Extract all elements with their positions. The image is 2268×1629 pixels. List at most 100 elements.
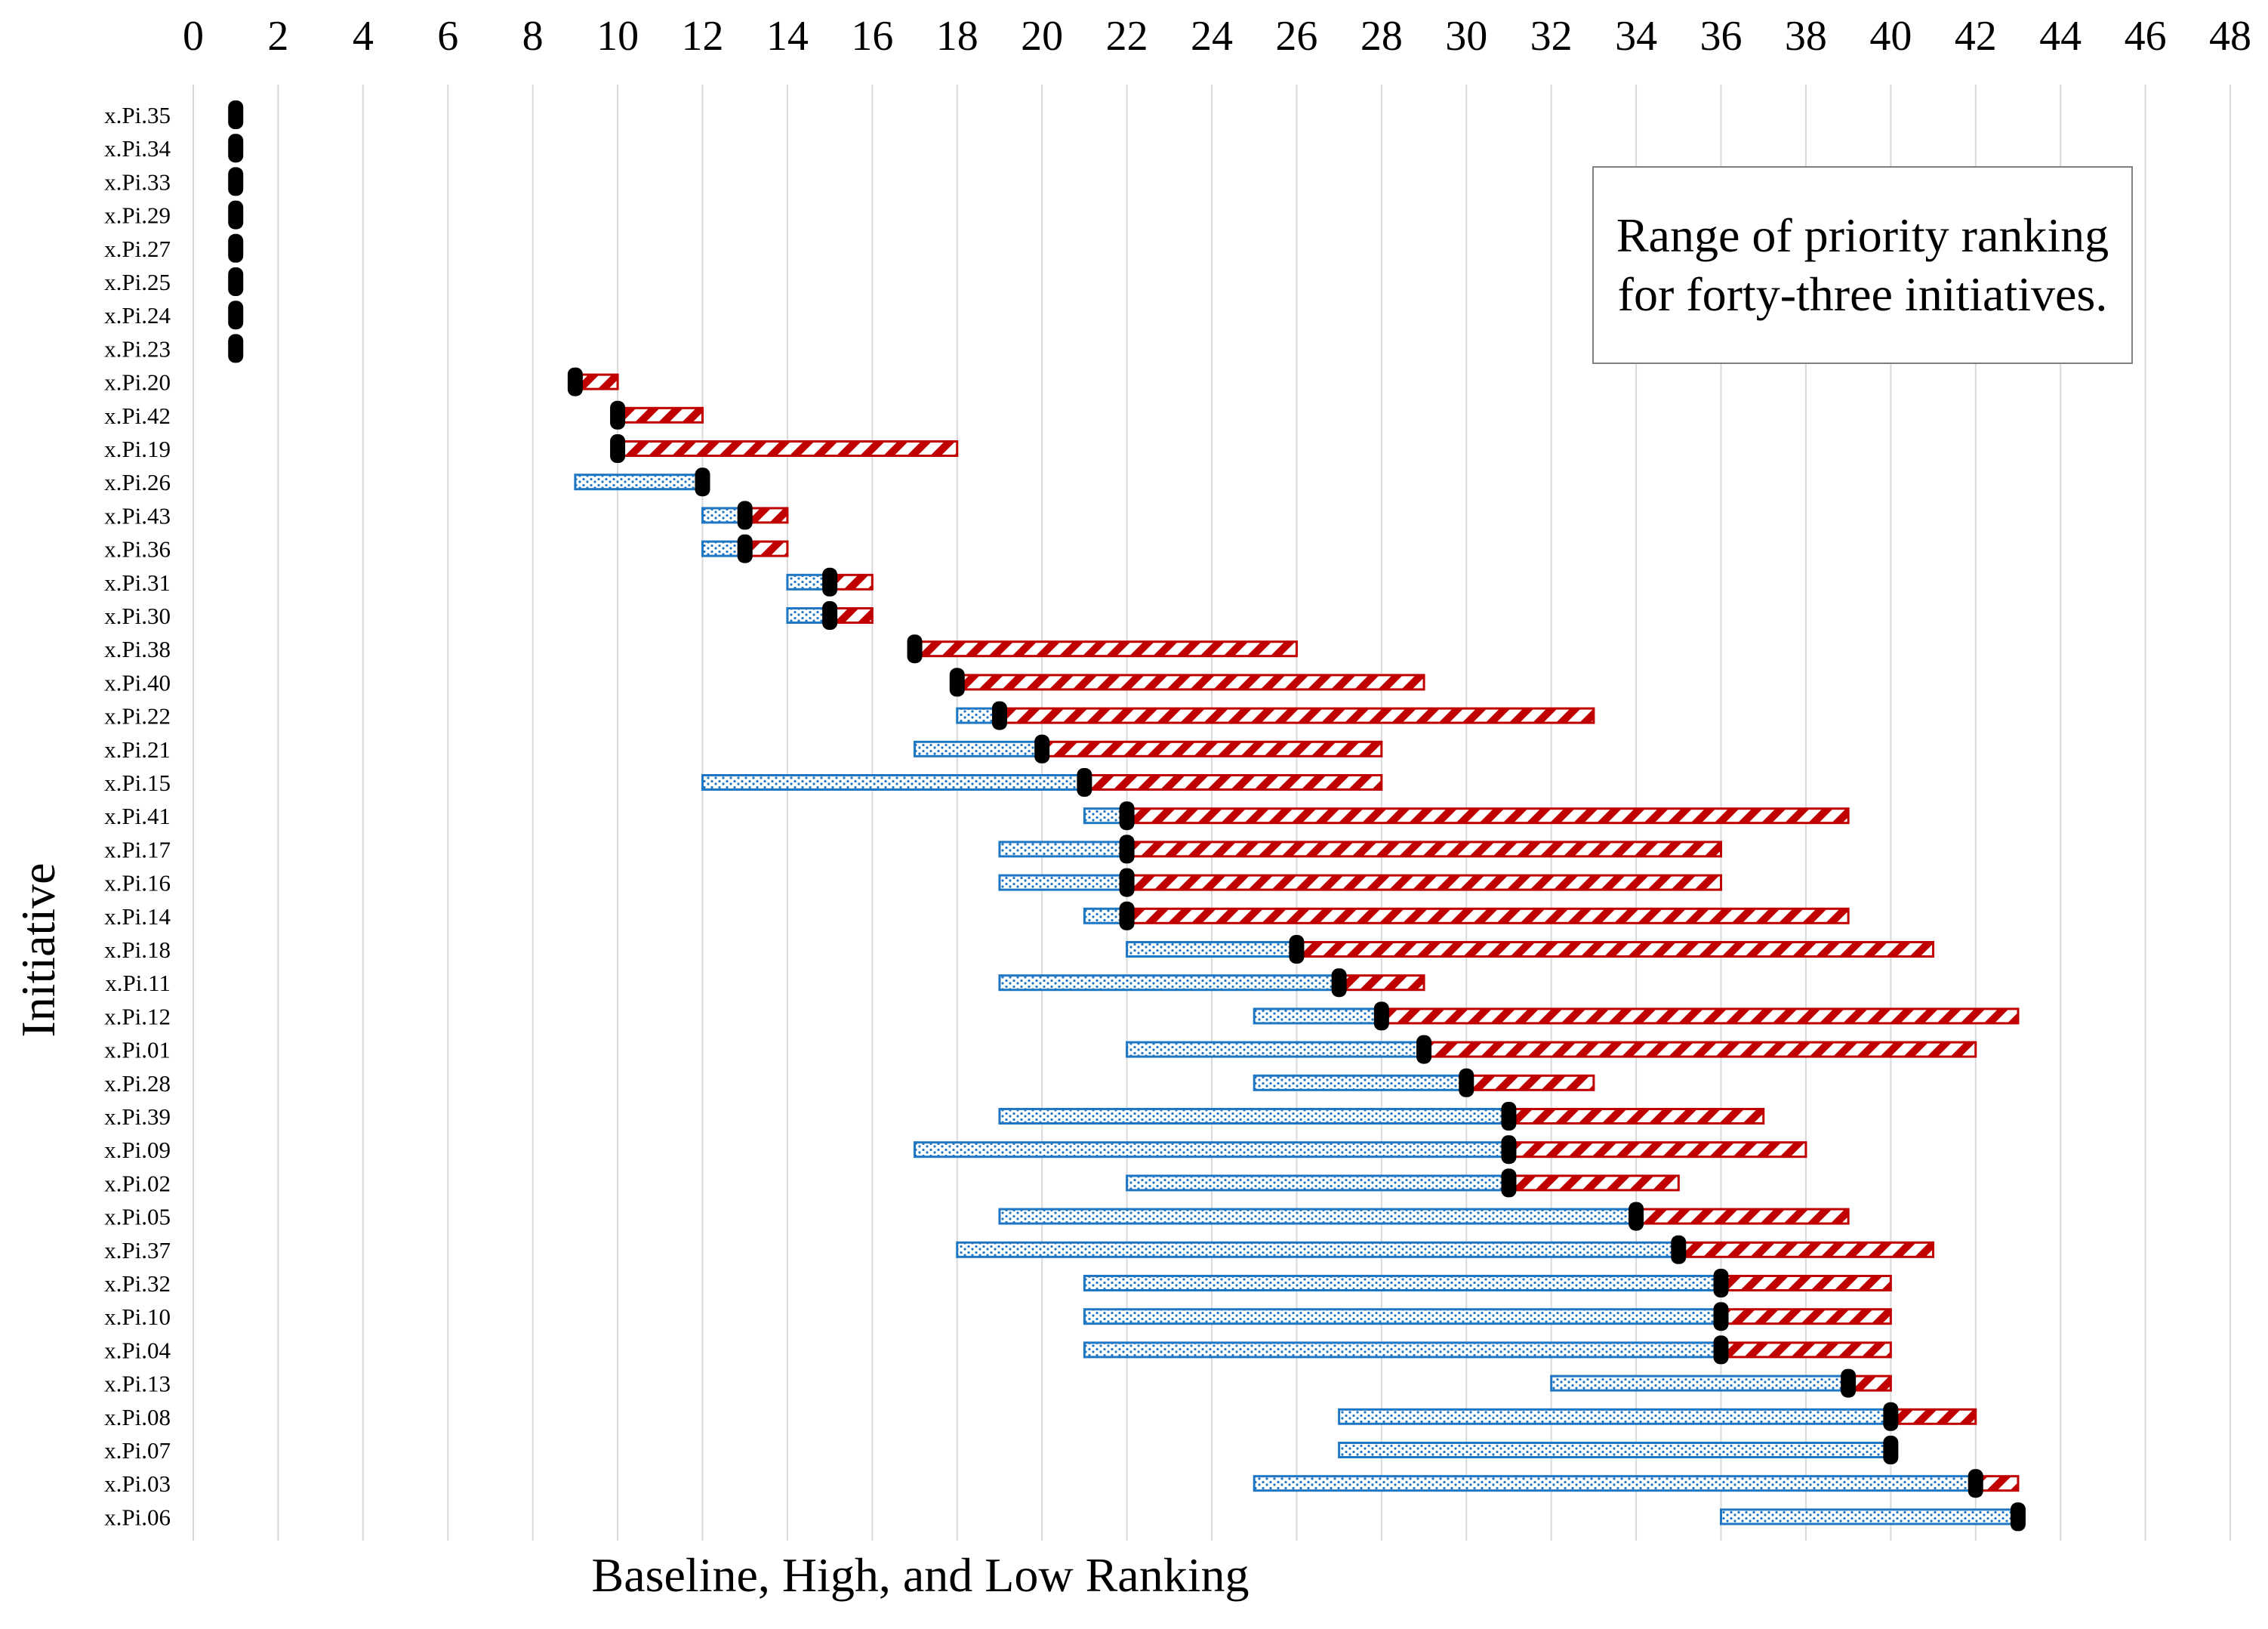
y-category-label: x.Pi.29 [104,202,171,229]
y-axis-title: Initiative [11,862,65,1037]
baseline-marker [228,233,244,263]
baseline-marker [1119,835,1135,864]
high-range-bar [956,674,1425,691]
baseline-marker [1119,901,1135,930]
low-range-bar [956,1241,1680,1258]
baseline-marker [1841,1368,1857,1398]
baseline-marker [228,334,244,363]
baseline-marker [991,701,1007,730]
x-tick-label: 24 [1191,13,1233,60]
high-range-bar [1338,974,1425,992]
x-tick-label: 0 [183,13,204,60]
low-range-bar [1338,1442,1892,1458]
x-tick-label: 6 [437,13,458,60]
y-category-label: x.Pi.23 [104,335,171,362]
low-range-bar [998,974,1341,992]
high-range-bar [1126,874,1723,891]
y-category-label: x.Pi.18 [104,936,171,963]
low-range-bar [1126,1174,1510,1192]
baseline-marker [1883,1402,1899,1431]
baseline-marker [737,534,753,563]
low-range-bar [1338,1408,1892,1425]
y-category-label: x.Pi.02 [104,1170,171,1196]
y-category-label: x.Pi.05 [104,1204,171,1230]
y-category-label: x.Pi.15 [104,770,171,796]
baseline-marker [610,434,626,463]
baseline-marker [822,567,838,597]
chart-title-box: Range of priority ranking for forty-thre… [1592,166,2133,364]
x-tick-label: 46 [2125,13,2167,60]
low-range-bar [1126,1041,1425,1058]
baseline-marker [228,134,244,163]
low-range-bar [701,774,1086,791]
low-range-bar [1083,1341,1722,1359]
baseline-marker [1713,1302,1729,1331]
y-category-label: x.Pi.14 [104,903,171,930]
baseline-marker [1119,801,1135,831]
baseline-marker [1671,1235,1687,1264]
baseline-marker [228,167,244,196]
low-range-bar [1253,1074,1468,1091]
y-category-label: x.Pi.41 [104,803,171,829]
low-range-bar [914,1141,1510,1159]
y-category-label: x.Pi.28 [104,1070,171,1097]
y-category-label: x.Pi.37 [104,1237,171,1263]
x-tick-label: 18 [936,13,978,60]
low-range-bar [1253,1007,1383,1025]
y-category-label: x.Pi.07 [104,1437,171,1464]
x-tick-label: 22 [1106,13,1148,60]
baseline-marker [1713,1269,1729,1297]
y-category-label: x.Pi.36 [104,536,171,563]
high-range-bar [1720,1341,1892,1359]
y-category-label: x.Pi.19 [104,436,171,462]
baseline-marker [949,668,965,697]
high-range-bar [1889,1408,1977,1425]
high-range-bar [1507,1174,1680,1192]
y-category-label: x.Pi.21 [104,736,171,763]
chart-title: Range of priority ranking for forty-thre… [1616,208,2109,321]
high-range-bar [1040,740,1383,757]
x-tick-label: 26 [1275,13,1317,60]
x-tick-label: 20 [1021,13,1063,60]
baseline-marker [1883,1436,1899,1464]
high-range-bar [998,707,1595,724]
high-range-bar [616,406,704,424]
y-category-label: x.Pi.35 [104,102,171,128]
baseline-marker [1501,1102,1517,1131]
baseline-marker [1373,1001,1389,1031]
high-range-bar [1507,1108,1765,1125]
high-range-bar [1720,1308,1892,1325]
y-category-label: x.Pi.26 [104,469,171,495]
y-category-label: x.Pi.27 [104,236,171,262]
high-range-bar [1295,941,1935,958]
low-range-bar [998,841,1129,858]
y-category-label: x.Pi.17 [104,836,171,862]
baseline-marker [2010,1502,2026,1532]
baseline-marker [1713,1335,1729,1365]
baseline-marker [1968,1469,1983,1498]
y-category-label: x.Pi.11 [105,970,171,996]
y-category-label: x.Pi.10 [104,1304,171,1330]
y-category-label: x.Pi.33 [104,168,171,195]
y-category-label: x.Pi.20 [104,369,171,396]
x-tick-label: 36 [1700,13,1743,60]
x-tick-label: 14 [766,13,809,60]
x-tick-label: 10 [596,13,639,60]
range-bars [574,373,2020,1526]
high-range-bar [1720,1275,1892,1291]
x-axis-title: Baseline, High, and Low Ranking [592,1548,1250,1602]
x-tick-label: 44 [2039,13,2082,60]
low-range-bar [998,1208,1638,1225]
y-category-label: x.Pi.01 [104,1037,171,1063]
y-category-label: x.Pi.34 [104,135,171,162]
baseline-marker [1034,734,1050,764]
y-category-label: x.Pi.42 [104,403,171,429]
baseline-marker [1119,868,1135,897]
x-tick-label: 28 [1360,13,1403,60]
high-range-bar [1635,1208,1850,1225]
baseline-marker [228,267,244,296]
x-tick-label: 34 [1615,13,1657,60]
y-category-label: x.Pi.39 [104,1103,171,1130]
high-range-bar [1380,1007,2020,1025]
